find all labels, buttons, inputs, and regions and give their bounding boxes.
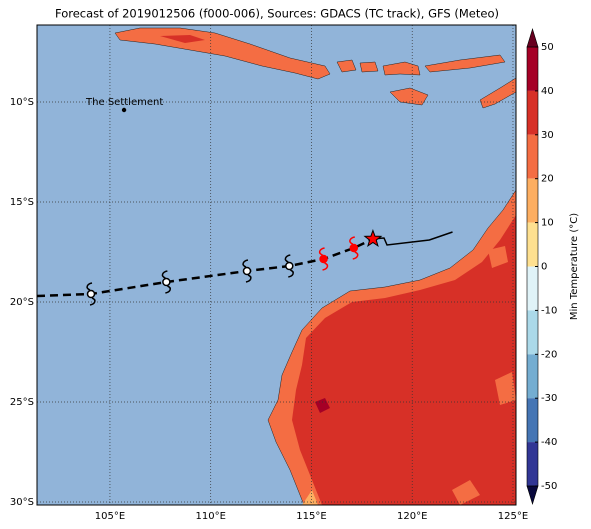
title: Forecast of 2019012506 (f000-006), Sourc… xyxy=(55,7,499,21)
java xyxy=(114,27,331,80)
interior-patch xyxy=(495,372,516,405)
cyclone-center xyxy=(242,266,252,276)
interior-patch xyxy=(488,246,508,268)
colorbar-tick-label: 10 xyxy=(541,218,554,229)
lon-tick-label: 115°E xyxy=(296,511,326,522)
lat-tick-label: 10°S xyxy=(10,97,34,108)
colorbar-tick-label: 0 xyxy=(541,262,547,273)
bali xyxy=(336,59,357,73)
colorbar-tick-label: -40 xyxy=(541,437,557,448)
track-solid xyxy=(372,231,453,246)
cyclone-marker xyxy=(242,259,252,283)
cyclone-center xyxy=(319,254,328,264)
colorbar-tick-label: -20 xyxy=(541,349,557,360)
colorbar-segment xyxy=(527,178,538,223)
colorbar-extend-bottom xyxy=(526,485,539,506)
lat-tick-label: 15°S xyxy=(10,197,34,208)
colorbar-extend-top xyxy=(526,27,539,48)
map-frame xyxy=(36,24,517,506)
lon-tick-label: 105°E xyxy=(95,511,125,522)
lat-tick-label: 30°S xyxy=(10,497,34,508)
cyclone-center xyxy=(86,289,96,299)
colorbar-tick-label: -10 xyxy=(541,305,557,316)
colorbar-segment xyxy=(527,266,538,311)
australia-interior xyxy=(292,215,516,505)
cyclone-marker xyxy=(86,282,96,306)
colorbar-tick-label: 20 xyxy=(541,174,554,185)
colorbar-segment xyxy=(527,442,538,486)
lombok xyxy=(359,61,379,73)
place-label: The Settlement xyxy=(85,97,163,108)
lon-tick-label: 125°E xyxy=(498,511,528,522)
cyclone-center xyxy=(162,277,171,287)
cyclone-marker xyxy=(161,270,171,294)
cyclone-center xyxy=(349,243,359,253)
flores xyxy=(424,54,506,73)
cyclone-marker xyxy=(349,236,359,260)
lon-tick-label: 120°E xyxy=(397,511,427,522)
colorbar-tick-label: 50 xyxy=(541,42,554,53)
cyclone-marker xyxy=(318,247,329,271)
colorbar-segment xyxy=(527,354,538,399)
cyclone-center xyxy=(285,261,294,271)
colorbar-label: Min Temperature (°C) xyxy=(569,213,580,320)
colorbar-segment xyxy=(527,398,538,443)
cyclone-arm xyxy=(318,247,329,271)
cyclone-arm xyxy=(284,254,294,278)
colorbar-segment xyxy=(527,90,538,135)
colorbar-tick-label: -50 xyxy=(541,481,557,492)
sumbawa xyxy=(382,61,421,76)
interior-patch xyxy=(452,480,480,505)
colorbar-tick-label: 40 xyxy=(541,86,554,97)
colorbar-tick-label: 30 xyxy=(541,130,554,141)
lon-tick-label: 110°E xyxy=(196,511,226,522)
colorbar-tick-label: -30 xyxy=(541,393,557,404)
cyclone-arm xyxy=(349,236,359,260)
cyclone-arm xyxy=(86,282,96,306)
current-position xyxy=(363,229,383,248)
cyclone-arm xyxy=(242,259,252,283)
cool-patch xyxy=(302,490,318,505)
colorbar-segment xyxy=(527,134,538,179)
lat-tick-label: 25°S xyxy=(10,397,34,408)
cyclone-arm xyxy=(161,270,171,294)
lat-tick-label: 20°S xyxy=(10,297,34,308)
place-dot xyxy=(121,107,127,113)
java-patch xyxy=(160,35,205,43)
timor xyxy=(479,77,516,109)
cyclone-marker xyxy=(284,254,294,278)
land xyxy=(114,27,516,505)
hot-spot xyxy=(315,398,330,413)
colorbar-segment xyxy=(527,47,538,91)
track-dashed xyxy=(36,237,374,298)
colorbar-segment xyxy=(527,222,538,267)
colorbar-segment xyxy=(527,310,538,355)
sumba xyxy=(389,87,429,106)
